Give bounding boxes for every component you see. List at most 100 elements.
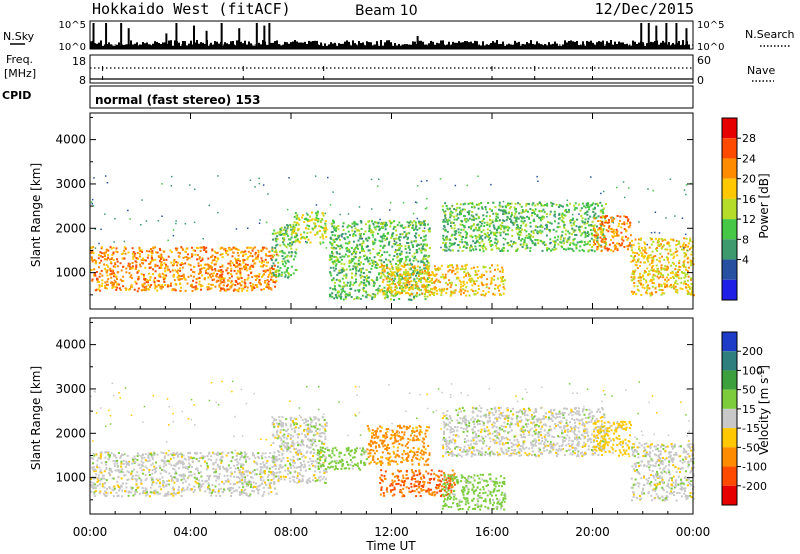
data-cell	[160, 261, 163, 264]
data-cell	[373, 226, 376, 229]
data-cell	[488, 208, 491, 210]
data-cell	[182, 487, 185, 490]
data-cell	[447, 218, 450, 221]
data-cell	[488, 241, 491, 244]
data-cell	[400, 225, 403, 228]
sparse-cell	[546, 216, 548, 218]
data-cell	[563, 237, 566, 240]
data-cell	[481, 220, 484, 222]
nsky-baseline-bar	[252, 45, 254, 49]
data-cell	[638, 245, 641, 248]
data-cell	[391, 266, 394, 269]
data-cell	[510, 219, 513, 222]
data-cell	[531, 240, 534, 243]
data-cell	[194, 468, 197, 471]
data-cell	[656, 241, 659, 244]
data-cell	[569, 243, 571, 246]
data-cell	[205, 263, 207, 266]
data-cell	[151, 250, 154, 253]
data-cell	[470, 267, 473, 270]
nsky-baseline-bar	[438, 43, 440, 49]
data-cell	[289, 255, 292, 258]
data-cell	[415, 236, 417, 239]
data-cell	[531, 203, 534, 206]
data-cell	[411, 284, 414, 287]
data-cell	[361, 275, 364, 278]
data-cell	[287, 260, 290, 263]
data-cell	[264, 472, 267, 475]
data-cell	[679, 287, 682, 290]
data-cell	[525, 202, 528, 205]
data-cell	[294, 269, 297, 271]
data-cell	[98, 261, 101, 264]
data-cell	[608, 221, 611, 224]
data-cell	[390, 263, 393, 266]
data-cell	[201, 284, 204, 287]
data-cell	[611, 219, 614, 222]
data-cell	[390, 282, 393, 285]
data-cell	[656, 249, 658, 252]
data-cell	[280, 250, 283, 253]
data-cell	[127, 264, 130, 267]
data-cell	[491, 209, 493, 212]
data-cell	[362, 241, 365, 244]
data-cell	[210, 261, 213, 264]
data-cell	[243, 265, 245, 268]
data-cell	[506, 204, 509, 207]
data-cell	[404, 226, 407, 229]
data-cell	[92, 246, 95, 249]
data-cell	[149, 278, 151, 281]
data-cell	[140, 249, 143, 252]
data-cell	[385, 258, 387, 261]
sparse-cell	[550, 241, 552, 244]
nsky-baseline-bar	[232, 41, 234, 49]
data-cell	[451, 242, 454, 245]
data-cell	[230, 281, 233, 284]
data-cell	[338, 284, 341, 287]
data-cell	[107, 265, 110, 268]
data-cell	[388, 283, 391, 286]
data-cell	[160, 287, 163, 290]
data-cell	[501, 248, 504, 251]
data-cell	[484, 236, 487, 239]
data-cell	[389, 260, 392, 263]
data-cell	[563, 223, 566, 226]
data-cell	[330, 274, 333, 277]
data-cell	[362, 272, 365, 274]
data-cell	[464, 241, 467, 244]
sparse-cell	[161, 215, 163, 217]
data-cell	[381, 269, 384, 272]
data-cell	[113, 282, 116, 285]
data-cell	[361, 245, 363, 248]
data-cell	[401, 288, 404, 291]
data-cell	[211, 274, 214, 277]
data-cell	[97, 281, 100, 283]
data-cell	[112, 477, 115, 480]
data-cell	[505, 206, 507, 209]
data-cell	[342, 222, 345, 225]
data-cell	[524, 247, 527, 250]
data-cell	[467, 202, 470, 205]
data-cell	[446, 287, 449, 290]
data-cell	[125, 271, 128, 274]
data-cell	[100, 461, 103, 464]
data-cell	[646, 285, 649, 288]
data-cell	[193, 476, 196, 479]
data-cell	[510, 215, 513, 218]
data-cell	[676, 250, 679, 253]
data-cell	[110, 272, 113, 275]
data-cell	[276, 235, 279, 238]
data-cell	[335, 227, 337, 230]
data-cell	[588, 249, 590, 252]
data-cell	[357, 263, 360, 266]
data-cell	[260, 468, 262, 471]
data-cell	[688, 286, 691, 289]
data-cell	[395, 272, 398, 275]
nsky-baseline-bar	[680, 45, 682, 49]
data-cell	[581, 248, 584, 251]
data-cell	[362, 233, 365, 236]
data-cell	[112, 453, 115, 456]
data-cell	[572, 217, 575, 220]
data-cell	[199, 246, 202, 249]
data-cell	[586, 230, 589, 233]
